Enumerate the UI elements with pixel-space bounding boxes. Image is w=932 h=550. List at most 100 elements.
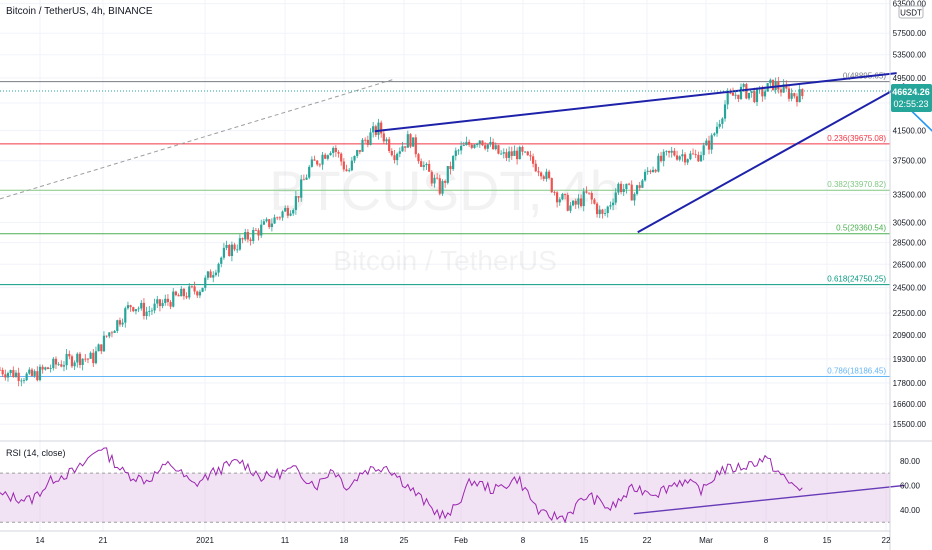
candle-body xyxy=(289,213,292,216)
candle-body xyxy=(500,153,503,155)
candle-body xyxy=(254,229,257,231)
candle-body xyxy=(332,147,335,153)
candle-body xyxy=(590,192,593,200)
candle-body xyxy=(598,209,601,215)
trendline[interactable] xyxy=(374,72,897,133)
candle-body xyxy=(502,152,505,154)
candle-body xyxy=(129,305,132,308)
candle-body xyxy=(73,362,76,367)
candle-body xyxy=(105,335,108,337)
candle-body xyxy=(793,93,796,97)
time-tick-label: 15 xyxy=(580,536,589,545)
current-price: 46624.26 xyxy=(892,87,930,97)
candle-body xyxy=(60,364,63,367)
candle-body xyxy=(361,139,364,152)
candle-body xyxy=(113,330,116,333)
price-tick-label: 49500.00 xyxy=(893,74,927,83)
price-tick-label: 41500.00 xyxy=(893,126,927,135)
candle-body xyxy=(585,191,588,193)
candle-body xyxy=(454,150,457,157)
time-tick-label: 25 xyxy=(400,536,409,545)
candle-body xyxy=(388,139,391,151)
candle-body xyxy=(678,156,681,160)
candle-body xyxy=(249,239,252,241)
candle-body xyxy=(257,230,260,236)
projection-arrow[interactable] xyxy=(896,95,932,186)
price-tick-label: 24500.00 xyxy=(893,284,927,293)
candle-body xyxy=(587,192,591,194)
candle-body xyxy=(731,92,735,96)
rsi-trendline[interactable] xyxy=(633,484,905,515)
candle-body xyxy=(747,92,751,99)
candle-body xyxy=(430,171,433,184)
candle-body xyxy=(241,238,244,240)
time-tick-label: 8 xyxy=(764,536,769,545)
candle-body xyxy=(641,180,644,188)
candle-body xyxy=(345,169,348,172)
candle-body xyxy=(524,151,527,153)
candle-body xyxy=(518,147,521,160)
candle-body xyxy=(150,310,154,312)
candle-body xyxy=(350,160,353,171)
rsi-axis[interactable]: 80.00 60.00 40.00 xyxy=(900,457,921,515)
candle-body xyxy=(97,344,100,352)
price-tick-label: 22500.00 xyxy=(893,309,927,318)
candle-body xyxy=(17,372,20,382)
candle-body xyxy=(126,305,130,309)
candle-body xyxy=(342,161,345,170)
rsi-line xyxy=(0,447,803,524)
candle-body xyxy=(675,155,679,160)
candle-body xyxy=(428,163,431,172)
candle-body xyxy=(6,373,10,378)
candle-body xyxy=(460,145,463,151)
trendlines[interactable] xyxy=(374,72,905,234)
candle-body xyxy=(337,152,340,154)
candle-body xyxy=(481,140,484,146)
candle-body xyxy=(110,332,114,334)
candle-body xyxy=(654,169,657,172)
candle-body xyxy=(244,232,247,240)
candle-body xyxy=(12,370,15,377)
candle-body xyxy=(102,335,106,352)
candle-body xyxy=(417,154,420,162)
candle-body xyxy=(100,344,103,352)
candle-body xyxy=(627,183,631,185)
candle-body xyxy=(689,153,692,160)
time-axis[interactable]: 14 21 2021 11 18 25 Feb 8 15 22 Mar 8 15 22 xyxy=(36,536,891,545)
candle-body xyxy=(193,286,196,292)
candle-body xyxy=(532,156,535,164)
candle-body xyxy=(108,332,111,337)
price-tick-label: 63500.00 xyxy=(893,0,927,9)
candle-body xyxy=(41,366,44,370)
candle-body xyxy=(691,153,695,155)
candle-body xyxy=(372,126,375,133)
dashed-trendline[interactable] xyxy=(0,78,395,200)
trendline[interactable] xyxy=(637,83,905,234)
currency-badge[interactable] xyxy=(898,5,924,19)
candle-body xyxy=(470,144,473,148)
candle-body xyxy=(753,91,756,103)
price-tag xyxy=(891,84,932,112)
candle-body xyxy=(798,89,801,103)
candle-body xyxy=(356,150,359,156)
candle-body xyxy=(718,123,721,127)
candle-body xyxy=(651,169,655,173)
candle-body xyxy=(534,163,537,172)
candle-body xyxy=(414,137,417,155)
candle-body xyxy=(667,150,671,153)
candle-body xyxy=(601,209,604,214)
time-tick-label: 8 xyxy=(521,536,526,545)
fib-level-label: 0.618(24750.25) xyxy=(827,275,886,284)
candle-body xyxy=(94,351,98,364)
candle-body xyxy=(185,296,188,298)
candle-body xyxy=(14,372,18,377)
candle-body xyxy=(558,199,561,203)
rsi-band xyxy=(0,473,890,523)
candle-body xyxy=(214,272,218,276)
projection-path[interactable] xyxy=(896,95,932,186)
fib-level-label: 0.786(18186.45) xyxy=(827,367,886,376)
candle-body xyxy=(174,291,178,296)
price-tick-label: 26500.00 xyxy=(893,260,927,269)
dashed-trendline-segment[interactable] xyxy=(0,78,395,200)
